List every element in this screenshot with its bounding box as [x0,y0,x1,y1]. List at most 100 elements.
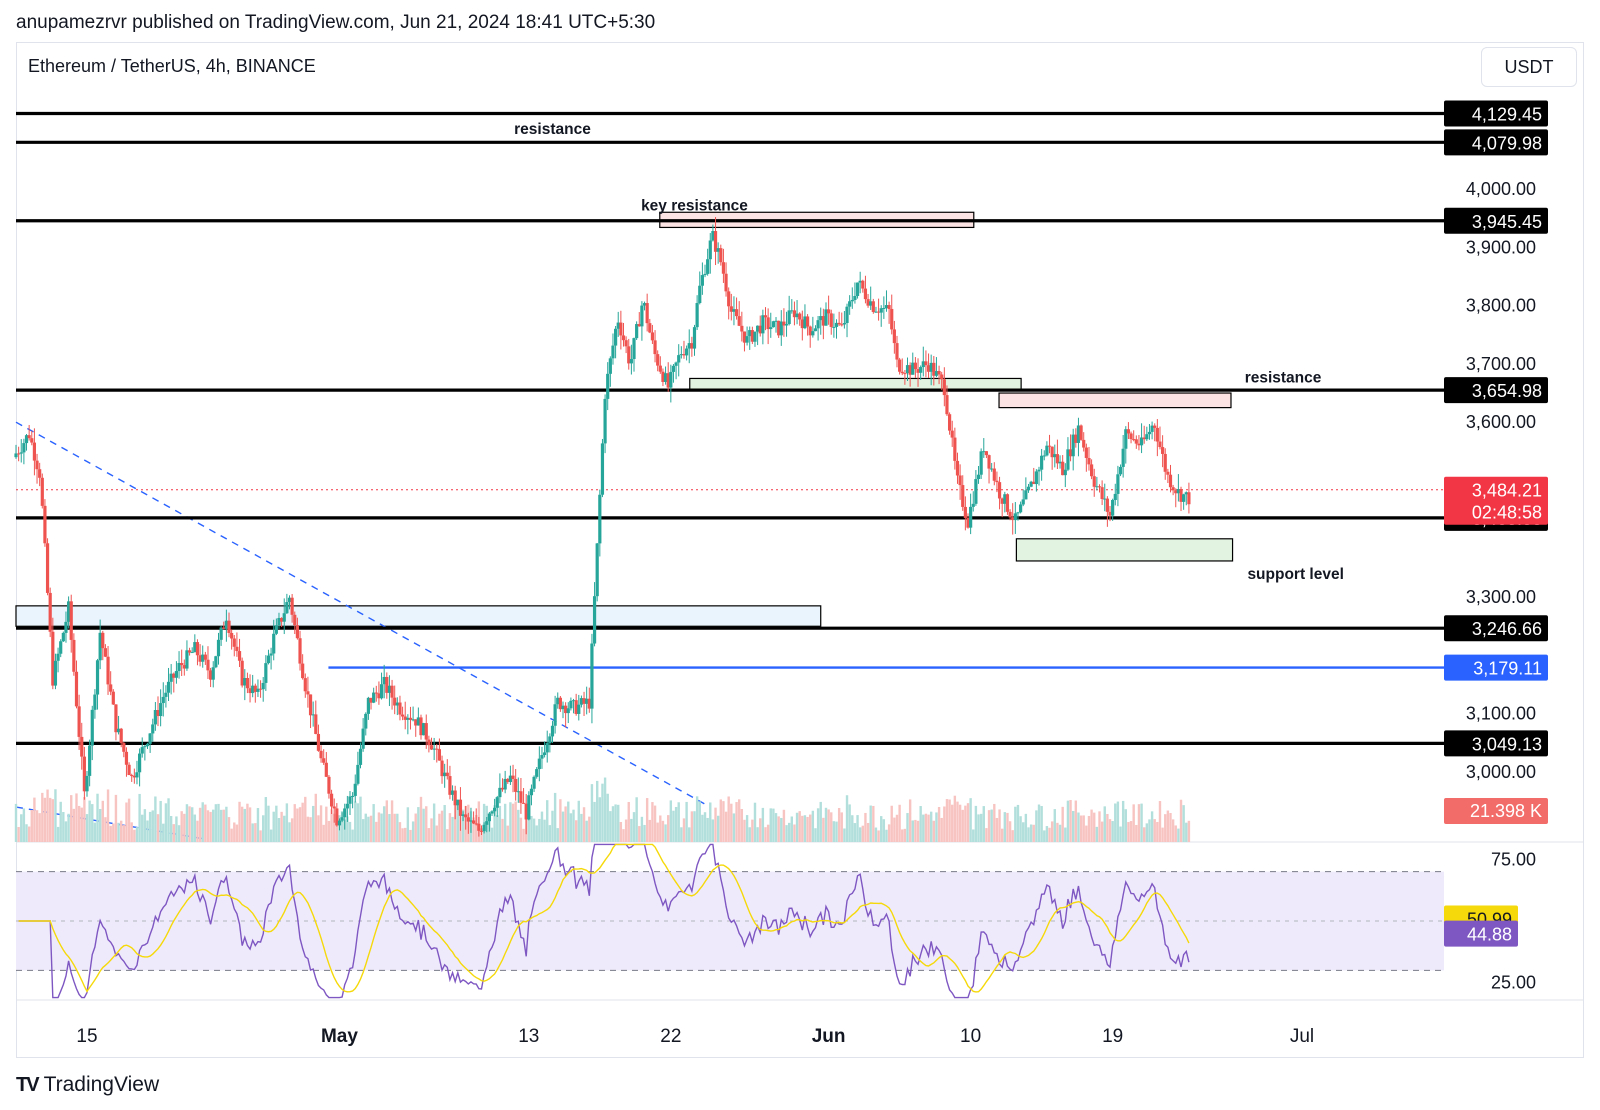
candle-body [506,778,510,783]
volume-bar [343,819,346,842]
candle-body [671,365,676,372]
candle-body [808,326,812,336]
volume-bar [404,827,407,842]
candle-body [834,322,839,327]
volume-bar [1069,800,1072,842]
zone-support[interactable] [689,377,1022,391]
candle-body [969,506,973,528]
candle-body [372,692,376,703]
candle-body [603,398,607,444]
volume-bar [724,811,728,842]
volume-bar [17,826,20,842]
candle-body [303,678,307,692]
volume-bar [214,804,218,842]
candle-body [963,506,967,518]
volume-bar [277,818,281,842]
volume-bar [1085,825,1088,842]
volume-bar [59,801,62,842]
zone-resistance[interactable] [998,392,1232,409]
candle-body [832,326,836,328]
volume-bar [640,816,644,842]
blue-level-badge-text: 3,179.11 [1473,659,1542,679]
candle-body [508,775,513,783]
volume-bar [393,813,396,842]
volume-bar [606,793,609,842]
candle-body [845,306,849,324]
volume-bar [656,822,659,842]
volume-bar [159,800,162,842]
candle-body [724,273,728,292]
volume-bar [1103,806,1106,842]
candle-body [424,723,428,740]
candle-body [919,367,923,373]
volume-bar [669,800,673,842]
candle-body [842,323,846,325]
volume-bar [425,806,428,842]
candle-body [658,365,662,372]
volume-bar [874,827,878,842]
candle-body [624,340,628,347]
candle-body [556,697,560,705]
volume-bar [319,805,323,842]
volume-bar [880,816,883,842]
zone-support[interactable] [1015,538,1234,562]
volume-bar [735,802,738,842]
candle-body [971,503,975,507]
trendline-0[interactable] [15,421,711,808]
candle-body [979,451,983,475]
volume-bar [335,820,339,842]
volume-bar [222,809,225,842]
tradingview-brand[interactable]: TV TradingView [16,1073,159,1097]
volume-bar [795,812,799,842]
volume-bar [1111,821,1114,842]
volume-bar [248,807,252,842]
volume-bar [527,812,531,842]
volume-bar [824,807,828,842]
candle-body [32,442,37,461]
candle-body [916,369,920,373]
volume-bar [1016,804,1020,842]
candle-body [295,625,299,639]
volume-bar [496,815,499,842]
volume-bar [72,808,76,842]
volume-bar [929,811,933,842]
candle-body [574,700,578,714]
volume-bar [848,804,851,842]
volume-bar [183,813,186,842]
volume-bar [212,809,215,842]
volume-bar [167,798,170,842]
volume-bar [851,815,854,842]
volume-bar [1142,827,1146,842]
volume-bar [822,817,825,842]
volume-bar [96,793,99,842]
candle-body [414,719,418,726]
volume-bar [932,820,936,842]
volume-bar [1129,821,1133,842]
candle-body [258,688,263,690]
volume-bar [688,827,691,842]
candle-body [1016,512,1020,514]
volume-bar [401,828,404,842]
candle-body [348,796,352,804]
candle-body [222,627,226,629]
volume-bar [230,828,233,842]
volume-bar [169,815,173,842]
volume-bar [840,812,843,842]
volume-bar [185,804,189,842]
volume-bar [1166,810,1170,842]
volume-bar [262,815,265,842]
candle-body [266,655,271,664]
currency-button[interactable]: USDT [1481,47,1577,87]
volume-bar [787,822,791,842]
candle-body [953,437,957,461]
zone-demand[interactable] [15,605,822,627]
candle-body [119,728,123,743]
volume-bar [1124,809,1127,842]
candle-body [537,758,541,770]
volume-bar [887,824,891,842]
candle-body [532,776,536,789]
volume-bar [979,813,983,842]
candle-body [1134,439,1138,444]
candle-body [727,291,731,307]
